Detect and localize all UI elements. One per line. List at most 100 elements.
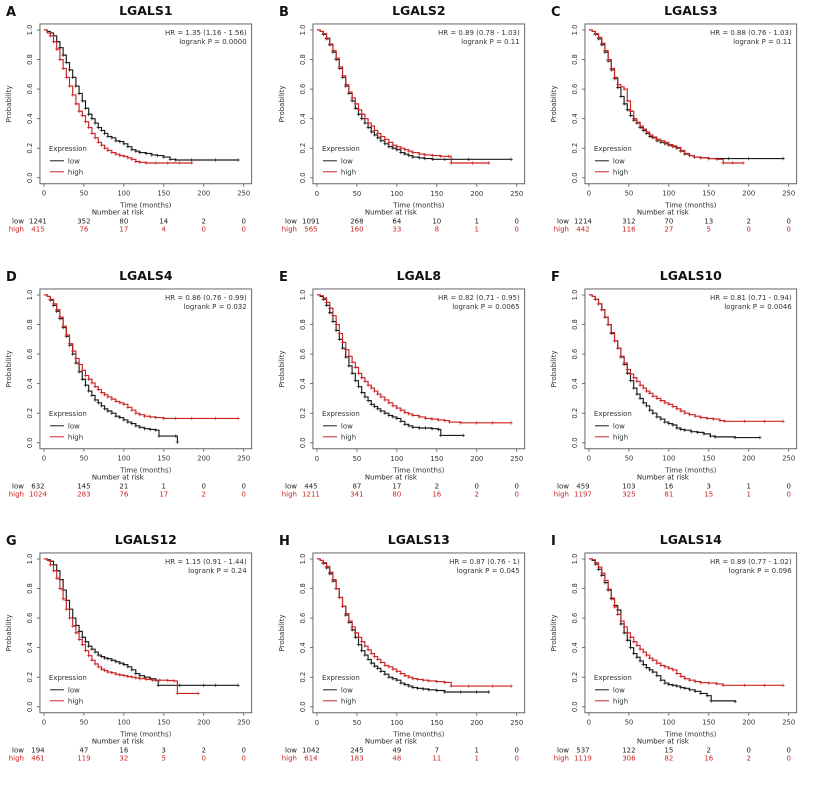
x-tick-label: 250 [510,190,523,198]
panel-letter: F [551,270,560,285]
x-tick-label: 50 [80,190,89,198]
legend-label-high: high [341,433,356,441]
x-tick-label: 200 [197,454,210,462]
risk-row-label-low: low [12,747,24,755]
risk-count-high: 2 [747,755,751,763]
panel-letter: B [279,5,289,20]
x-axis-label: Time (months) [392,466,444,474]
panel-title: LGALS4 [119,268,173,283]
legend-label-low: low [68,422,80,430]
risk-count-low: 16 [119,747,128,755]
risk-count-low: 47 [79,747,88,755]
risk-count-low: 49 [392,747,401,755]
y-axis-label: Probability [550,85,558,122]
hr-text: HR = 0.88 (0.76 - 1.03) [710,29,792,37]
risk-count-high: 4 [162,226,167,234]
y-tick-label: 0.2 [299,407,307,418]
risk-count-high: 15 [705,490,714,498]
risk-count-high: 2 [474,490,478,498]
y-tick-label: 0.2 [26,407,34,418]
y-tick-label: 1.0 [299,25,307,36]
risk-count-high: 8 [434,226,438,234]
y-tick-label: 0.2 [299,672,307,683]
x-axis-label: Time (months) [665,202,717,210]
risk-count-low: 1042 [302,747,320,755]
x-tick-label: 150 [703,190,716,198]
risk-count-high: 306 [623,755,636,763]
x-tick-label: 50 [352,190,361,198]
risk-row-label-low: low [12,218,24,226]
risk-count-high: 119 [77,755,90,763]
panel-title: LGALS12 [115,532,177,547]
x-tick-label: 200 [197,719,210,727]
x-tick-label: 200 [470,454,483,462]
risk-count-low: 2 [434,482,438,490]
risk-count-low: 21 [119,482,128,490]
legend-label-high: high [613,433,628,441]
y-tick-label: 0.2 [26,143,34,154]
risk-count-low: 0 [747,747,751,755]
risk-count-low: 1214 [574,218,592,226]
hr-text: HR = 0.82 (0.71 - 0.95) [438,294,520,302]
panel-letter: D [6,270,17,285]
panel-letter: C [551,5,561,20]
risk-count-low: 15 [665,747,674,755]
legend-label-low: low [613,422,625,430]
censor-marks-high [593,561,786,688]
risk-row-label-high: high [281,490,296,498]
hr-text: HR = 0.86 (0.76 - 0.99) [165,294,247,302]
panel-letter: G [6,534,17,549]
risk-header: Number at risk [365,209,418,217]
y-axis-label: Probability [5,615,13,652]
plot-frame [312,23,525,185]
risk-count-high: 11 [432,755,441,763]
y-tick-label: 0.0 [26,172,34,183]
risk-count-low: 632 [31,482,44,490]
legend-label-high: high [68,433,83,441]
y-tick-label: 0.6 [571,348,579,359]
panel-title: LGALS10 [660,268,722,283]
logrank-text: logrank P = 0.0000 [179,38,246,46]
y-tick-label: 0.6 [299,84,307,95]
km-curve-high [316,294,511,424]
legend-title: Expression [49,674,87,682]
risk-count-high: 1119 [574,755,592,763]
y-tick-label: 0.0 [571,437,579,448]
risk-count-low: 0 [787,747,791,755]
risk-header: Number at risk [92,738,145,746]
risk-count-low: 2 [747,218,751,226]
x-tick-label: 100 [663,454,676,462]
risk-count-low: 1 [474,747,478,755]
y-tick-label: 0.6 [26,348,34,359]
censor-marks-high [321,295,513,425]
y-axis-label: Probability [550,615,558,652]
x-tick-label: 100 [390,719,403,727]
plot-frame [584,288,798,449]
x-tick-label: 0 [314,719,318,727]
risk-count-high: 2 [202,490,206,498]
hr-text: HR = 0.87 (0.76 - 1) [449,558,520,566]
x-axis-label: Time (months) [665,731,717,739]
x-tick-label: 250 [237,719,250,727]
logrank-text: logrank P = 0.032 [184,303,247,311]
y-tick-label: 0.4 [299,113,307,124]
risk-count-high: 0 [514,490,518,498]
x-tick-label: 100 [117,190,130,198]
risk-count-high: 0 [787,226,791,234]
x-tick-label: 0 [42,719,46,727]
risk-count-high: 614 [304,755,318,763]
risk-count-high: 82 [665,755,674,763]
legend-title: Expression [322,145,360,153]
risk-row-label-high: high [9,755,24,763]
x-tick-label: 150 [430,719,443,727]
km-curve-high [589,558,784,687]
y-tick-label: 0.4 [571,113,579,124]
x-tick-label: 0 [42,190,46,198]
y-tick-label: 0.6 [571,613,579,624]
risk-count-low: 2 [202,747,206,755]
y-axis-label: Probability [278,350,286,387]
